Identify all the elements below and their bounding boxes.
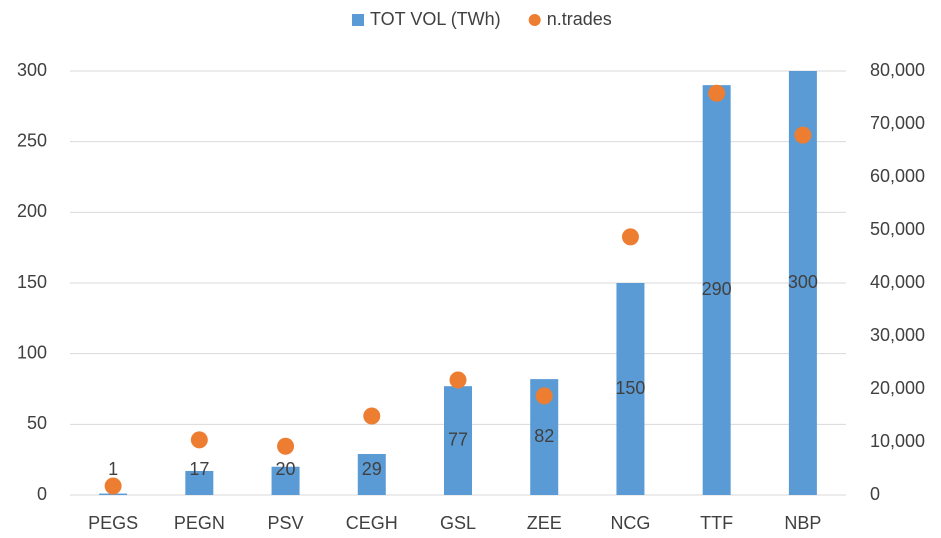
x-tick-label: TTF (700, 513, 733, 533)
dot (708, 84, 726, 102)
bar (702, 85, 731, 495)
dot (190, 431, 208, 449)
bar (444, 386, 472, 495)
y2-tick-label: 60,000 (870, 166, 925, 186)
x-tick-label: PEGN (174, 513, 225, 533)
y-tick-label: 0 (37, 484, 47, 504)
y2-tick-label: 70,000 (870, 113, 925, 133)
dot (449, 371, 467, 389)
data-label: 290 (702, 279, 732, 299)
x-tick-label: CEGH (346, 513, 398, 533)
data-label: 150 (615, 378, 645, 398)
y-tick-label: 250 (17, 130, 47, 150)
y-tick-label: 100 (17, 342, 47, 362)
data-label: 17 (189, 459, 209, 479)
x-tick-label: NCG (610, 513, 650, 533)
data-label: 1 (108, 459, 118, 479)
dot (621, 228, 639, 246)
y-tick-label: 200 (17, 201, 47, 221)
dot (794, 126, 812, 144)
y2-tick-label: 30,000 (870, 325, 925, 345)
y2-tick-label: 50,000 (870, 219, 925, 239)
data-label: 82 (534, 426, 554, 446)
data-label: 300 (788, 272, 818, 292)
dot (277, 437, 295, 455)
dot (535, 387, 553, 405)
y-tick-label: 150 (17, 272, 47, 292)
legend-swatch (528, 14, 541, 26)
data-label: 29 (362, 459, 382, 479)
y2-tick-label: 80,000 (870, 60, 925, 80)
legend-label: TOT VOL (TWh) (370, 9, 501, 29)
data-label: 20 (276, 459, 296, 479)
bar (271, 466, 300, 495)
x-tick-label: PEGS (88, 513, 138, 533)
dot (104, 477, 122, 495)
y2-tick-label: 20,000 (870, 378, 925, 398)
x-tick-label: ZEE (527, 513, 562, 533)
data-label: 77 (448, 429, 468, 449)
y2-tick-label: 0 (870, 484, 880, 504)
x-tick-label: GSL (440, 513, 476, 533)
x-tick-label: NBP (784, 513, 821, 533)
y-tick-label: 300 (17, 60, 47, 80)
bar (185, 470, 214, 495)
legend-label: n.trades (547, 9, 612, 29)
x-tick-label: PSV (268, 513, 304, 533)
bar (616, 283, 645, 495)
y2-tick-label: 10,000 (870, 431, 925, 451)
legend-swatch (352, 14, 364, 26)
y2-tick-label: 40,000 (870, 272, 925, 292)
bar (357, 454, 386, 495)
y-tick-label: 50 (27, 413, 47, 433)
dot (363, 407, 381, 425)
